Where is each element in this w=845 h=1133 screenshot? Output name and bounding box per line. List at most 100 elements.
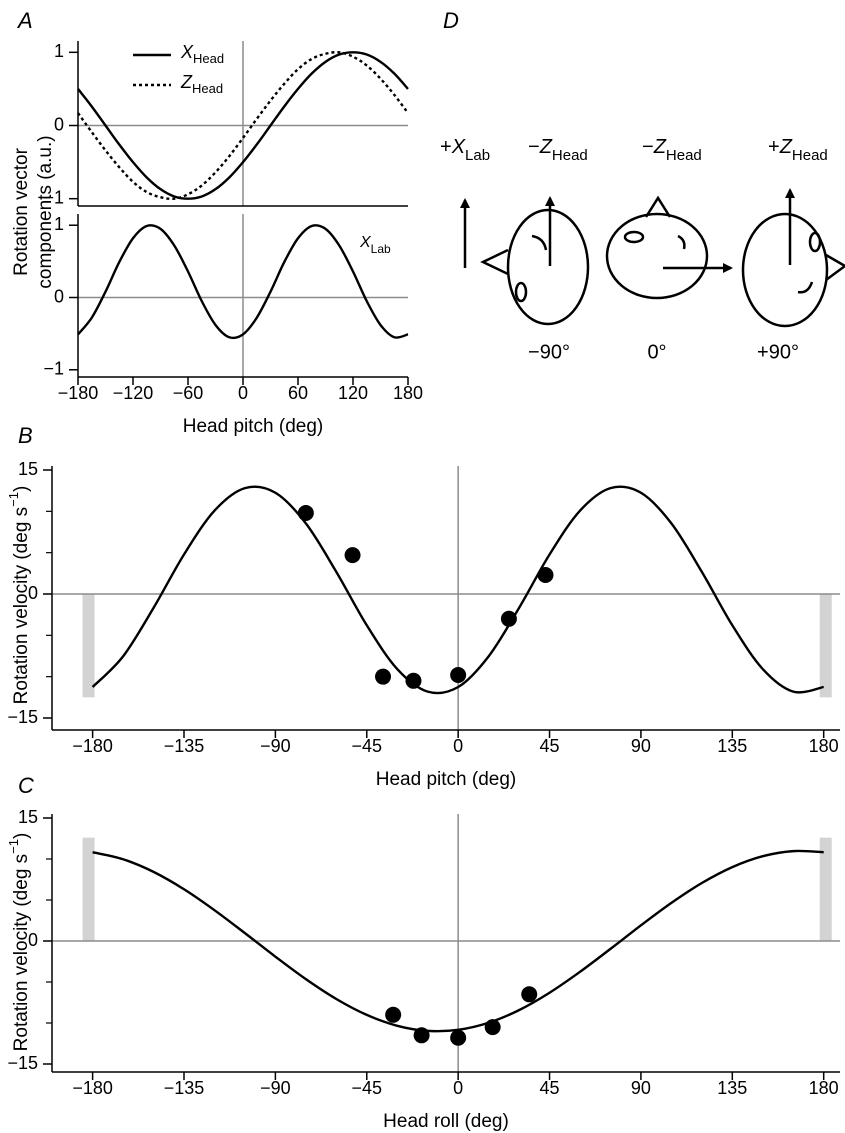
fit-line <box>91 485 824 695</box>
x-tick-label: −135 <box>164 736 205 756</box>
panel-letter: A <box>16 8 33 33</box>
legend-label: XHead <box>180 42 224 67</box>
axis-label: +XLab <box>440 136 490 164</box>
y-axis-label-text: Rotation velocity (deg s <box>11 507 32 705</box>
x-tick-label: −45 <box>351 736 382 756</box>
x-tick-label: 0 <box>238 383 248 403</box>
y-axis-label: Rotation velocity (deg s−1) <box>6 486 32 705</box>
legend-label: ZHead <box>180 72 223 97</box>
y-axis-label: components (a.u.) <box>35 135 56 288</box>
data-point <box>484 1019 501 1036</box>
data-point <box>537 566 554 583</box>
head <box>741 212 829 328</box>
nose <box>825 253 845 282</box>
x-tick-label: 90 <box>631 1078 651 1098</box>
shade-band <box>82 594 95 698</box>
panel-letter: D <box>443 8 459 33</box>
data-point <box>297 504 314 521</box>
panel-letter: C <box>18 773 34 798</box>
x-tick-label: 180 <box>809 736 839 756</box>
line <box>77 224 409 340</box>
x-tick-label: −90 <box>260 1078 291 1098</box>
data-point <box>385 1006 402 1023</box>
legend-sub: Head <box>192 81 223 96</box>
y-axis-label: Rotation velocity (deg s−1) <box>6 833 32 1052</box>
y-tick-label: 1 <box>54 214 64 234</box>
x-tick-label: −60 <box>173 383 204 403</box>
data-point <box>405 672 422 689</box>
x-axis-label: Head pitch (deg) <box>376 769 516 790</box>
x-tick-label: −180 <box>72 736 113 756</box>
y-tick-label: −15 <box>7 707 38 727</box>
data-point <box>500 610 517 627</box>
data-point <box>450 667 467 684</box>
line <box>77 51 409 200</box>
eye <box>514 281 528 303</box>
y-tick-label: 0 <box>54 114 64 134</box>
angle-label: +90° <box>757 341 799 363</box>
chart: C −15 0 15 −180 −135 −90 −45 0 45 90 135 180 Head rol… <box>6 773 840 1132</box>
y-axis-label-sup: −1 <box>6 492 21 507</box>
y-tick-label: 0 <box>54 286 64 306</box>
x-tick-label: −90 <box>260 736 291 756</box>
x-tick-label: 60 <box>288 383 308 403</box>
x-axis-label: Head pitch (deg) <box>183 416 323 437</box>
x-tick-label: −180 <box>72 1078 113 1098</box>
x-axis-label: Head roll (deg) <box>383 1111 509 1132</box>
data-point <box>413 1027 430 1044</box>
head <box>605 212 709 300</box>
eye <box>623 230 645 244</box>
y-tick-label: −1 <box>43 359 64 379</box>
ear <box>797 281 814 294</box>
x-tick-label: −45 <box>351 1078 382 1098</box>
shade-band <box>819 594 832 698</box>
panel-letter: B <box>18 423 33 448</box>
x-tick-label: 180 <box>393 383 423 403</box>
angle-label: −90° <box>528 341 570 363</box>
axis-label: −ZHead <box>642 136 702 164</box>
y-axis-label-text: Rotation velocity (deg s <box>11 854 32 1052</box>
y-tick-label: 15 <box>18 807 38 827</box>
nose <box>644 195 672 218</box>
x-tick-label: 135 <box>717 1078 747 1098</box>
legend-sub: Head <box>193 51 224 66</box>
x-tick-label: 0 <box>453 1078 463 1098</box>
x-tick-label: −135 <box>164 1078 205 1098</box>
data-point <box>375 668 392 685</box>
y-axis-label-end: ) <box>11 486 32 492</box>
y-axis-label-sup: −1 <box>6 839 21 854</box>
ear <box>677 234 686 250</box>
y-axis-label: Rotation vector <box>11 147 32 275</box>
angle-label: 0° <box>647 341 666 363</box>
legend-name: Z <box>180 72 193 92</box>
x-tick-label: 180 <box>809 1078 839 1098</box>
ear <box>531 234 548 251</box>
head <box>506 208 590 326</box>
x-tick-label: 135 <box>717 736 747 756</box>
series-label: XLab <box>359 234 391 256</box>
chart: −1 0 1 −180 −120 −60 0 60 120 180 Head pitch (deg)… <box>43 214 423 437</box>
eye <box>808 231 822 253</box>
series-name: X <box>359 234 372 251</box>
y-tick-label: −15 <box>7 1053 38 1073</box>
x-tick-label: −180 <box>58 383 99 403</box>
y-tick-label: 1 <box>54 41 64 61</box>
y-tick-label: 0 <box>28 583 38 603</box>
x-tick-label: 45 <box>540 1078 560 1098</box>
data-point <box>450 1029 467 1046</box>
y-axis-label-end: ) <box>11 833 32 839</box>
x-tick-label: 0 <box>453 736 463 756</box>
axis-label: +ZHead <box>768 136 828 164</box>
series-sub: Lab <box>371 242 391 256</box>
data-point <box>521 986 538 1003</box>
nose <box>480 248 509 276</box>
legend-name: X <box>180 42 194 62</box>
x-tick-label: 90 <box>631 736 651 756</box>
shade-band <box>819 837 832 941</box>
data-point <box>344 547 361 564</box>
shade-band <box>82 837 95 941</box>
chart: B −15 0 15 −180 −135 −90 −45 0 45 90 135 180 Head pit… <box>6 423 840 790</box>
